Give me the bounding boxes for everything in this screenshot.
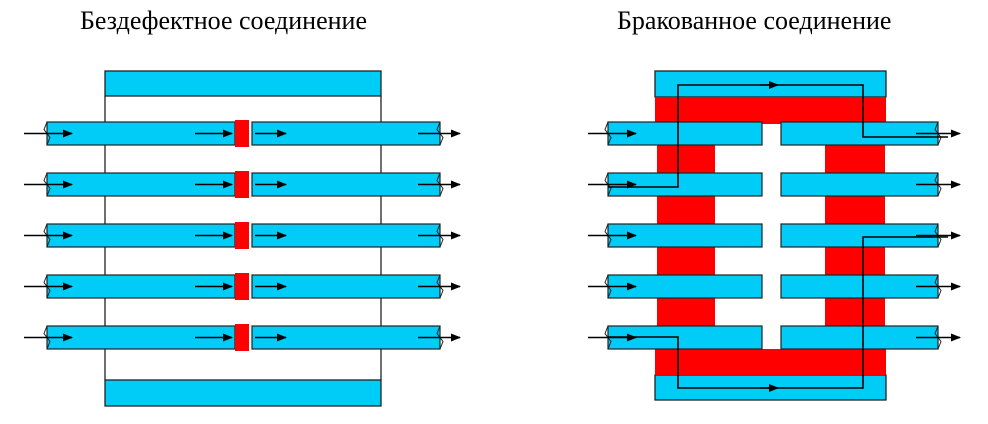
weld-joint: [235, 222, 249, 249]
right-strip: [780, 274, 939, 299]
weld-joint: [235, 273, 249, 300]
defective-joint-diagram: [588, 70, 961, 401]
left-diagram-title: Бездефектное соединение: [80, 6, 368, 35]
right-strip: [780, 325, 939, 350]
right-strip: [780, 121, 939, 146]
conductor-row-5: [588, 325, 961, 350]
conductor-row-4: [24, 273, 461, 300]
conductor-row-2: [588, 172, 961, 197]
bottom-defect-band: [655, 349, 886, 375]
conductor-row-2: [24, 171, 461, 198]
conductor-row-5: [24, 324, 461, 351]
weld-joint: [235, 171, 249, 198]
top-defect-band: [655, 97, 886, 124]
right-strip: [780, 172, 939, 197]
conductor-row-1: [24, 120, 461, 147]
weld-joint: [235, 324, 249, 351]
bottom-plate: [104, 379, 382, 407]
conductor-row-3: [588, 223, 961, 248]
right-strip: [780, 223, 939, 248]
conductor-row-4: [588, 274, 961, 299]
defect-free-joint-diagram: [24, 70, 461, 407]
conductor-row-3: [24, 222, 461, 249]
conductor-row-1: [588, 121, 961, 146]
right-diagram-title: Бракованное соединение: [617, 6, 892, 35]
weld-joint: [235, 120, 249, 147]
top-plate: [104, 70, 382, 97]
top-plate: [654, 70, 887, 98]
